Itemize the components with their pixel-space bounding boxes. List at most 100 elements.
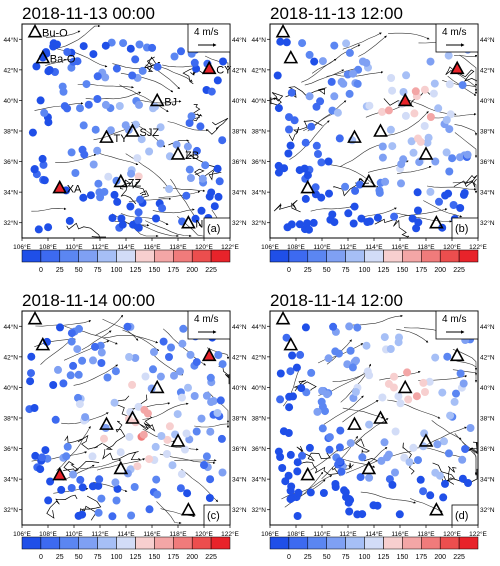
streamline [102,318,139,341]
station-dot [460,189,469,197]
station-dot [274,161,283,170]
station-dot [421,388,429,396]
colorbar-label: 100 [359,267,371,274]
lat-tick-label-right: 32°N [480,219,495,227]
station-dot [287,88,296,97]
streamline [342,32,382,50]
colorbar-label: 175 [167,267,179,274]
streamline [73,364,119,386]
station-dot [32,62,41,71]
station-dot [126,408,135,417]
station-dot [198,174,207,183]
colorbar-label: 200 [434,267,446,274]
station-dot [67,329,76,338]
station-dot [365,371,374,380]
station-dot [145,455,154,464]
station-dot [403,368,412,377]
station-dot [184,383,192,392]
colorbar-label: 0 [287,554,291,561]
station-dot [206,373,215,382]
lat-tick-label-left: 42°N [3,66,18,74]
boundary-line [102,420,126,450]
panel-label-frame [203,504,231,526]
station-dot [341,182,350,191]
station-dot [186,174,195,182]
station-dot [386,125,395,134]
station-dot [286,495,295,504]
station-dot [86,191,95,200]
station-dot [318,386,327,395]
boundary-line [432,462,457,481]
colorbar-label: 200 [434,554,446,561]
station-dot [329,322,338,331]
lat-tick-label-right: 38°N [480,415,495,423]
lon-tick-label: 122°E [221,530,239,538]
station-dot [179,324,188,333]
station-dot [134,208,143,217]
station-dot [330,218,339,227]
station-dot [331,347,340,356]
station-dot [69,57,78,66]
station-dot [149,365,157,374]
station-dot [170,52,179,61]
station-dot [419,378,428,387]
lon-tick-label: 118°E [169,243,187,251]
station-dot [134,402,143,411]
map-panel-d: 4 m/s (d) 106°E 108°E 110°E 112°E 114°E 116°E 11… [251,310,495,538]
colorbar-label: 100 [111,267,123,274]
streamline [304,69,345,86]
site-marker [52,179,68,194]
station-dot [292,363,301,372]
station-dot [456,153,464,162]
station-dot [357,214,366,223]
station-dot [133,462,142,471]
station-dot [425,377,434,386]
colorbar-swatch [154,249,174,263]
station-dot [331,480,340,488]
reference-vector-box: 4 m/s [187,310,231,340]
station-dot [190,392,199,400]
station-dot [207,398,216,406]
colorbar-label: 0 [39,267,43,274]
colorbar-swatch [383,249,403,263]
station-dot [449,201,458,209]
station-dot [284,149,293,158]
station-dot [378,107,387,116]
station-dot [116,448,125,457]
station-dot [305,443,314,452]
station-dot [351,186,360,195]
boundary-line [139,412,156,432]
colorbar-swatch [364,536,384,550]
station-dot [31,451,40,460]
station-dot [113,197,122,206]
site-marker [449,60,465,75]
station-dot [183,142,192,151]
site-marker [27,310,43,325]
colorbar-label: 150 [149,554,161,561]
streamline [93,124,141,141]
colorbar-label: 175 [167,554,179,561]
pm-stations [28,38,227,234]
site-marker [201,60,217,75]
station-dot [416,475,425,484]
station-dot [301,138,310,147]
station-dot [419,487,428,496]
station-dot [59,379,68,388]
station-dot [89,356,97,365]
station-dot [126,44,135,53]
station-dot [78,510,87,519]
station-dot [313,407,322,416]
lat-tick-label-left: 42°N [251,66,266,74]
station-dot [431,353,440,362]
station-dot [461,445,470,453]
station-dot [44,118,53,127]
station-dot [151,442,160,451]
lat-tick-label-right: 36°N [232,445,247,453]
boundary-line [445,66,478,82]
station-dot [303,219,312,228]
streamline [174,459,217,462]
station-dot [433,440,442,449]
site-marker [52,466,68,481]
streamline [102,335,159,344]
streamline [122,329,160,352]
